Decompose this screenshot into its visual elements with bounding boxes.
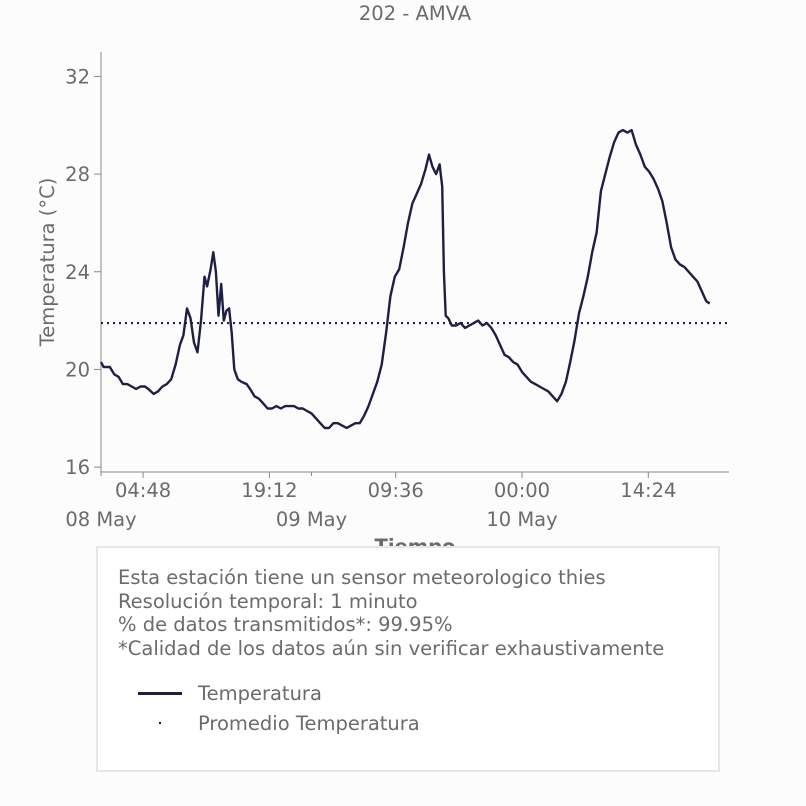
info-line-transmitted: % de datos transmitidos*: 99.95% [118,613,453,636]
info-line-quality: *Calidad de los datos aún sin verificar … [118,636,665,660]
info-line-resolution: Resolución temporal: 1 minuto [118,589,418,613]
info-panel: Esta estación tiene un sensor meteorolog… [96,546,720,772]
y-tick-label: 20 [65,358,90,381]
x-tick-label: 09:36 [368,479,424,502]
y-tick-label: 24 [65,261,90,284]
legend-label-promedio: Promedio Temperatura [198,711,420,735]
y-axis-label: Temperatura (°C) [36,178,59,348]
legend-solid-line-swatch [138,683,184,703]
legend-item-promedio: Promedio Temperatura [138,708,420,738]
legend-dotted-line-swatch [138,713,184,733]
y-tick-label: 32 [65,65,90,88]
info-line-sensor: Esta estación tiene un sensor meteorolog… [118,566,606,589]
x-tick-label: 14:24 [620,479,676,502]
station-info: Esta estación tiene un sensor meteorolog… [118,566,664,660]
x-tick-label: 04:48 [115,479,171,502]
chart-legend: Temperatura Promedio Temperatura [138,678,420,738]
x-tick-label: 19:12 [241,479,297,502]
x-date-label: 08 May [65,508,136,531]
temperature-series-line [99,128,711,430]
temperature-chart: 202 - AMVA Temperatura (°C) Tiempo 16202… [36,2,729,558]
y-tick-label: 28 [65,163,90,186]
chart-title: 202 - AMVA [359,2,472,25]
legend-label-temperatura: Temperatura [198,681,322,705]
y-tick-label: 16 [65,456,90,479]
x-date-label: 09 May [276,508,347,531]
legend-item-temperatura: Temperatura [138,678,420,708]
x-date-label: 10 May [486,508,557,531]
x-tick-label: 00:00 [494,479,550,502]
